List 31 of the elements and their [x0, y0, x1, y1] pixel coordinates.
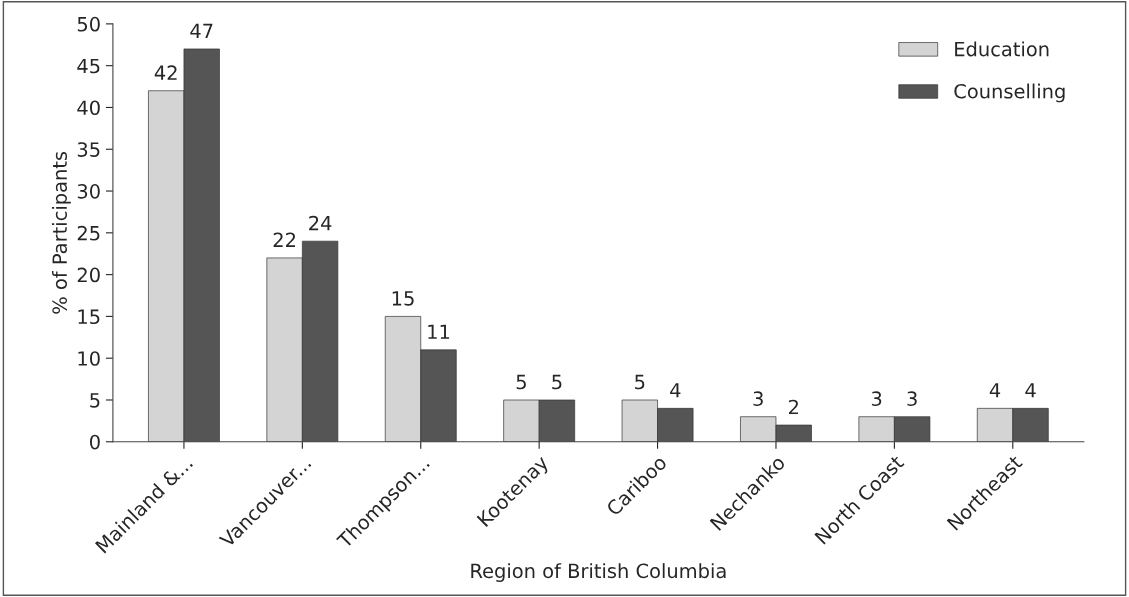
- data-label: 5: [516, 374, 526, 390]
- y-tick-label: 15: [78, 309, 100, 325]
- data-label: 47: [190, 23, 213, 38]
- data-label: 5: [635, 374, 645, 390]
- data-label: 15: [392, 291, 414, 306]
- y-tick-label: 50: [77, 16, 100, 32]
- y-tick-label: 20: [77, 267, 100, 283]
- data-label: 42: [154, 65, 177, 80]
- y-tick-label: 45: [77, 58, 100, 74]
- y-tick-label: 40: [77, 100, 100, 116]
- data-label: 2: [788, 399, 798, 415]
- data-label: 3: [871, 391, 882, 406]
- data-label: 4: [989, 383, 1001, 398]
- y-tick-label: 10: [78, 351, 100, 366]
- y-axis-title: % of Participants: [51, 151, 71, 314]
- data-label: 3: [907, 391, 917, 406]
- y-tick-label: 0: [90, 434, 100, 450]
- y-tick-label: 35: [77, 142, 100, 157]
- data-label: 5: [552, 374, 562, 390]
- y-tick-label: 5: [90, 393, 100, 408]
- y-tick-label: 30: [77, 184, 100, 199]
- data-label: 24: [309, 215, 332, 231]
- legend-label: Counselling: [954, 83, 1065, 103]
- data-label: 4: [1025, 383, 1036, 398]
- data-label: 3: [753, 391, 763, 406]
- x-axis-title: Region of British Columbia: [471, 563, 726, 582]
- data-label: 4: [670, 383, 681, 398]
- y-tick-label: 25: [77, 225, 100, 241]
- data-label: 11: [428, 324, 450, 339]
- data-label: 22: [273, 232, 296, 247]
- legend-label: Education: [955, 41, 1049, 57]
